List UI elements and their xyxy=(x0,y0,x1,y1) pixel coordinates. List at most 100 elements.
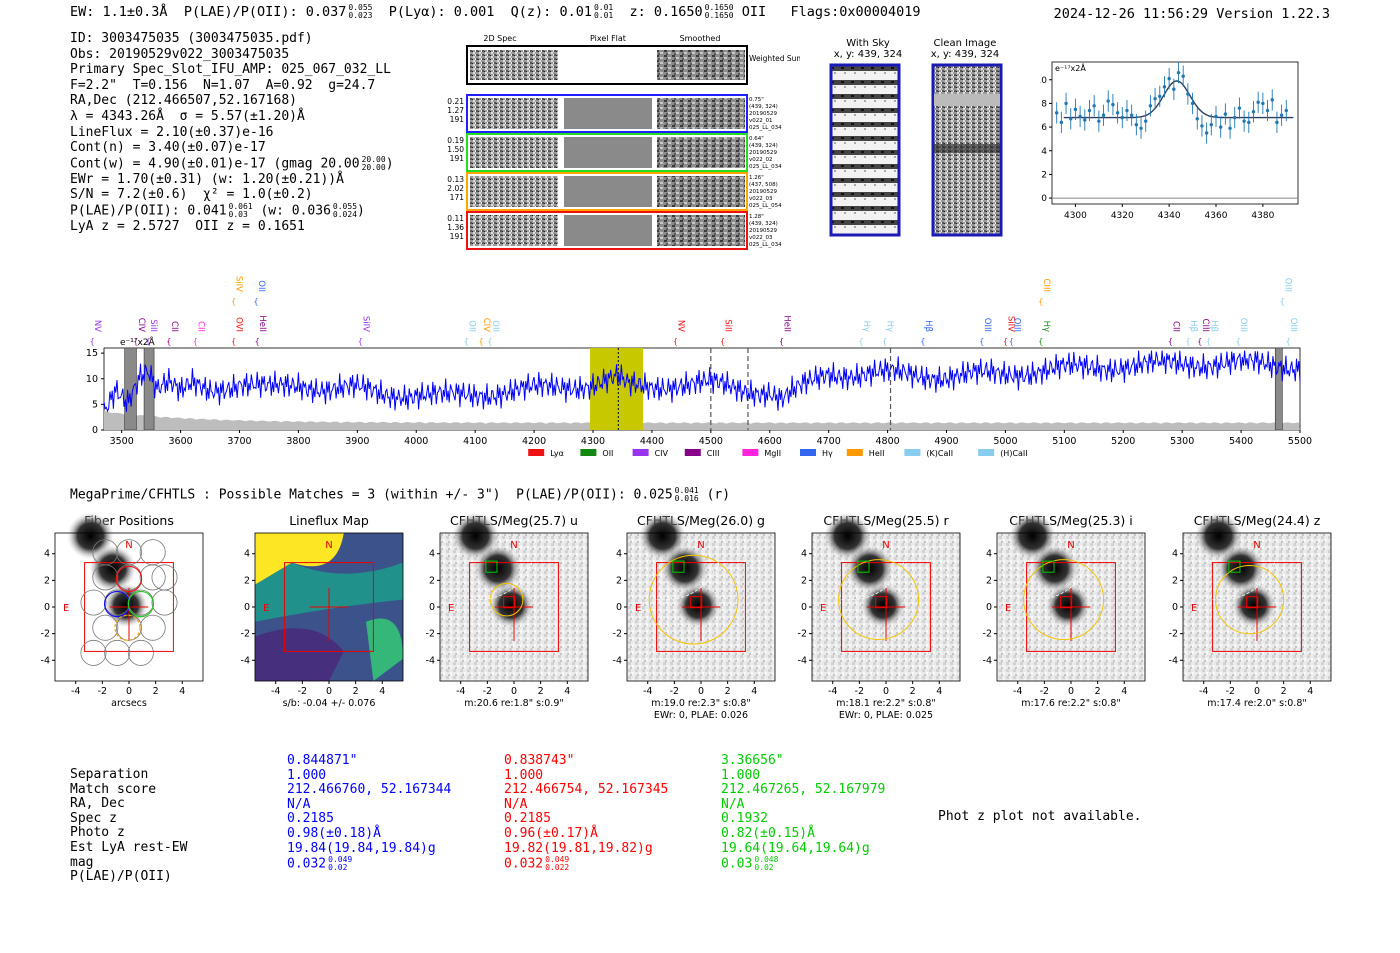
spec2d-row-meta: v022_03 xyxy=(749,196,773,202)
spec2d-row-stat: 191 xyxy=(450,154,465,163)
line-marker-label: CIII xyxy=(1200,319,1210,332)
panel-ytick-label: 2 xyxy=(986,575,992,586)
panel-xtick-label: -2 xyxy=(670,686,679,697)
full-xtick-label: 5000 xyxy=(993,436,1017,447)
panel-xtick-label: 0 xyxy=(883,686,889,697)
table-cell: 0.82(±0.15)Å xyxy=(721,825,815,841)
source-blob xyxy=(1045,583,1091,628)
spec2d-row-2d xyxy=(470,215,558,246)
match-column-blue: 0.844871" 1.000 212.466760, 52.167344 N/A 0.… xyxy=(287,753,452,872)
zoom-ytick-label: 10 xyxy=(1040,76,1047,86)
full-xtick-label: 3500 xyxy=(110,436,134,447)
panel-xtick-label: 0 xyxy=(326,686,332,697)
full-highlight-window xyxy=(590,348,644,430)
fiber-highlight xyxy=(127,590,155,618)
info-lyaz: LyA z = 2.5727 OII z = 0.1651 xyxy=(70,219,305,235)
line-marker-brace: { xyxy=(193,337,198,346)
header-qz: Q(z): 0.01 xyxy=(510,4,592,20)
east-label: E xyxy=(635,603,641,614)
match-red xyxy=(690,596,703,609)
line-marker-brace: { xyxy=(720,337,725,346)
source-blob xyxy=(675,583,721,628)
full-error-band xyxy=(104,411,1300,430)
line-marker-label: OVI xyxy=(234,317,244,332)
line-marker-label: NV xyxy=(675,320,685,332)
panel-ytick-label: -2 xyxy=(798,629,807,640)
line-marker-label: OIII xyxy=(1011,318,1021,332)
panel-xtick-label: 2 xyxy=(910,686,916,697)
imaging-panels: Fiber PositionsNE-4-4-2-2002244arcsecsLi… xyxy=(41,512,1332,721)
spec2d-row-meta: 0.75" xyxy=(749,97,764,103)
legend-swatch xyxy=(978,449,995,456)
zoom-point xyxy=(1125,108,1129,113)
zoom-xtick-label: 4340 xyxy=(1158,211,1181,221)
zoom-point xyxy=(1073,107,1078,112)
table-cell: 212.466760, 52.167344 xyxy=(287,782,452,798)
zoom-ytick-label: 2 xyxy=(1041,170,1047,180)
match-red xyxy=(1060,596,1073,609)
line-marker-brace: { xyxy=(920,337,925,346)
spec2d-row-stat: 171 xyxy=(450,193,465,202)
line-marker-label: OII xyxy=(256,280,266,292)
line-marker-label: SiII xyxy=(723,319,733,332)
line-marker-label: SiII xyxy=(148,319,158,332)
zoom-point xyxy=(1256,100,1260,104)
legend-label: Lyα xyxy=(550,449,564,458)
lineflux-peak xyxy=(255,533,344,585)
panel-xtick-label: -4 xyxy=(828,686,837,697)
table-cell: 0.032 0.049 0.022 xyxy=(504,855,570,873)
spec2d-row-meta: (439, 324) xyxy=(749,221,778,227)
table-cell: 212.467265, 52.167979 xyxy=(721,782,886,798)
full-xtick-label: 4300 xyxy=(581,436,605,447)
fiber-circle xyxy=(104,639,131,666)
source-blob xyxy=(1031,544,1079,593)
spec2d-row-smoothed xyxy=(657,176,745,207)
full-xtick-label: 4900 xyxy=(934,436,958,447)
legend-swatch xyxy=(528,449,545,456)
panel-xtick-label: 4 xyxy=(1307,686,1313,697)
info-plae: P(LAE)/P(OII): 0.041 0.061 0.03 (w: 0.036 0… xyxy=(70,202,365,220)
panel-xtick-label: -2 xyxy=(483,686,492,697)
with-sky-image xyxy=(829,63,901,237)
table-cell: 0.98(±0.18)Å xyxy=(287,825,381,841)
source-blob xyxy=(89,544,137,593)
panel-xtick-label: 4 xyxy=(379,686,385,697)
legend-label: CIV xyxy=(655,449,669,458)
legend-label: (H)CaII xyxy=(1000,449,1027,458)
panel-xtick-label: 0 xyxy=(1068,686,1074,697)
panel-caption: m:20.6 re:1.8" s:0.9" xyxy=(464,698,564,709)
info-params: F=2.2" T=0.156 N=1.07 A=0.92 g=24.7 xyxy=(70,77,376,93)
aperture-box xyxy=(841,562,931,652)
line-marker-brace: { xyxy=(673,337,678,346)
fiber-circle xyxy=(80,589,107,616)
panel-xtick-label: 0 xyxy=(511,686,517,697)
line-marker-label: SiIV xyxy=(360,316,370,332)
zoom-point xyxy=(1115,111,1120,115)
zoom-point xyxy=(1078,114,1082,119)
line-marker-label: CIII xyxy=(1041,279,1051,292)
panel-xtick-label: 0 xyxy=(698,686,704,697)
matches-title: MegaPrime/CFHTLS : Possible Matches = 3 … xyxy=(70,486,731,503)
full-axes-frame xyxy=(103,347,1301,431)
spec2d-row-stat: 0.21 xyxy=(447,97,464,106)
full-ytick-label: 5 xyxy=(92,399,98,410)
zoom-point xyxy=(1101,113,1106,117)
header-ew: EW: 1.1±0.3Å xyxy=(70,4,168,20)
spec2d-row-stat: 0.13 xyxy=(447,175,464,184)
zoom-point xyxy=(1064,101,1068,106)
panel-xtick-label: 2 xyxy=(153,686,159,697)
zoom-point xyxy=(1195,117,1199,121)
full-spectrum-line xyxy=(103,350,1301,413)
zoom-point xyxy=(1059,120,1064,125)
panel-xtick-label: -4 xyxy=(71,686,80,697)
zoom-point xyxy=(1092,104,1096,108)
full-xtick-label: 5500 xyxy=(1288,436,1312,447)
line-marker-brace: { xyxy=(255,337,260,346)
panel-ytick-label: 2 xyxy=(244,575,250,586)
match-table-labels: Separation Match score RA, Dec Spec z Photo … xyxy=(70,767,187,885)
zoom-point xyxy=(1181,74,1185,78)
line-marker-label: Hγ xyxy=(861,321,871,332)
panel-caption: s/b: -0.04 +/- 0.076 xyxy=(283,698,376,709)
zoom-point xyxy=(1176,70,1181,75)
